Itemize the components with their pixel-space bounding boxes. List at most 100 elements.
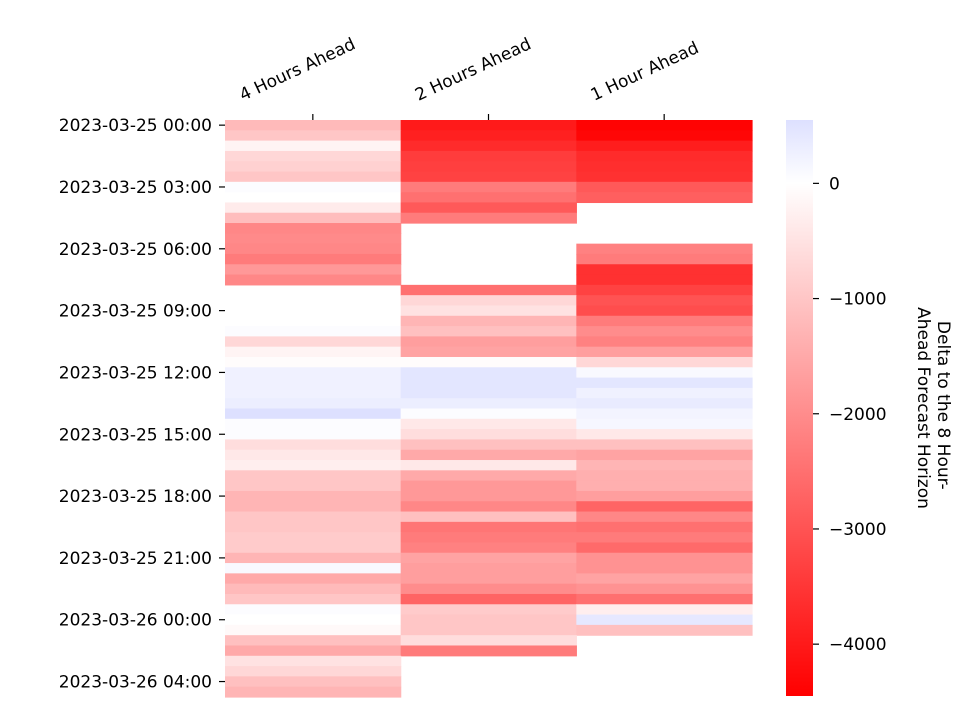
heatmap-cell [400, 181, 577, 193]
heatmap-cell [225, 387, 402, 399]
heatmap-cell [576, 315, 753, 327]
heatmap-cell [225, 460, 402, 471]
heatmap-cell [400, 614, 577, 626]
heatmap-cell [400, 460, 577, 471]
heatmap-cell [576, 140, 753, 152]
heatmap-cell [225, 140, 402, 152]
heatmap-cell [225, 202, 402, 214]
heatmap-cell [576, 624, 753, 636]
row-tick-label: 2023-03-25 18:00 [59, 487, 212, 507]
heatmap-cell [225, 130, 402, 142]
heatmap-cell [225, 223, 402, 234]
row-tick-label: 2023-03-25 21:00 [59, 549, 212, 569]
heatmap-cell [400, 336, 577, 348]
heatmap-cell [576, 243, 753, 255]
colorbar-label: Delta to the 8 Hour- Ahead Forecast Hori… [913, 307, 953, 509]
heatmap-cell [225, 181, 402, 193]
heatmap-cell [576, 120, 753, 131]
heatmap-cell [400, 356, 577, 368]
heatmap-cell [400, 593, 577, 605]
row-tick-label: 2023-03-25 00:00 [59, 116, 212, 136]
heatmap-cell [400, 449, 577, 461]
heatmap-cell [225, 449, 402, 461]
heatmap-cell [225, 150, 402, 162]
row-tick-label: 2023-03-26 04:00 [59, 673, 212, 693]
heatmap-cell [225, 408, 402, 420]
heatmap-cell [576, 552, 753, 564]
heatmap-cell [225, 532, 402, 544]
heatmap-cell [225, 686, 402, 698]
heatmap-cell [400, 305, 577, 317]
heatmap-cell [400, 408, 577, 420]
colorbar: 0 −1000 −2000 −3000 −4000 Delta to the 8 Hou… [786, 120, 953, 696]
heatmap-cell [576, 490, 753, 502]
heatmap-cell [400, 120, 577, 131]
heatmap-cell [576, 253, 753, 265]
heatmap-cell [400, 171, 577, 183]
heatmap-cell [576, 429, 753, 441]
heatmap-cell [225, 418, 402, 430]
heatmap-cell [225, 521, 402, 533]
heatmap-cell [576, 326, 753, 337]
heatmap-cell [400, 439, 577, 451]
heatmap-cell [576, 583, 753, 595]
heatmap-cell [576, 284, 753, 296]
heatmap-cell [225, 552, 402, 564]
heatmap-cell [400, 470, 577, 482]
heatmap-cell [225, 367, 402, 379]
heatmap-cell [225, 161, 402, 173]
heatmap-cell [576, 346, 753, 358]
heatmap-cell [576, 511, 753, 523]
heatmap-cell [225, 253, 402, 265]
colorbar-gradient [786, 120, 813, 696]
heatmap-cell [576, 614, 753, 626]
heatmap-cell [225, 645, 402, 657]
heatmap-cells [225, 120, 753, 698]
row-tick-label: 2023-03-25 09:00 [59, 302, 212, 322]
heatmap-cell [225, 233, 402, 245]
row-tick-label: 2023-03-26 00:00 [59, 611, 212, 631]
heatmap-cell [576, 377, 753, 389]
colorbar-tick-label: −3000 [829, 520, 887, 540]
heatmap-cell [225, 676, 402, 688]
heatmap-cell [225, 274, 402, 286]
heatmap-cell [576, 470, 753, 482]
heatmap-cell [576, 161, 753, 173]
heatmap-cell [576, 367, 753, 379]
column-tick-label: 2 Hours Ahead [412, 34, 534, 105]
heatmap-cell [225, 511, 402, 523]
heatmap-cell [576, 573, 753, 585]
heatmap-cell [225, 171, 402, 183]
heatmap-cell [225, 635, 402, 647]
heatmap-cell [225, 573, 402, 585]
heatmap-cell [225, 593, 402, 605]
heatmap-cell [225, 326, 402, 337]
heatmap-cell [225, 439, 402, 451]
heatmap-cell [225, 212, 402, 224]
heatmap-cell [225, 583, 402, 595]
heatmap-cell [225, 614, 402, 626]
heatmap-cell [576, 460, 753, 471]
heatmap-cell [225, 346, 402, 358]
colorbar-tick-label: −4000 [829, 635, 887, 655]
heatmap-cell [400, 150, 577, 162]
row-axis: 2023-03-25 00:00 2023-03-25 03:00 2023-03-… [59, 116, 225, 693]
column-axis: 4 Hours Ahead 2 Hours Ahead 1 Hour Ahead [236, 34, 702, 120]
heatmap-cell [576, 181, 753, 193]
heatmap-cell [576, 150, 753, 162]
heatmap-cell [400, 645, 577, 657]
heatmap-cell [400, 295, 577, 307]
colorbar-label-line-2: Ahead Forecast Horizon [913, 307, 933, 509]
heatmap-cell [400, 284, 577, 296]
colorbar-label-line-1: Delta to the 8 Hour- [933, 321, 953, 490]
heatmap-cell [225, 480, 402, 492]
column-tick-label: 4 Hours Ahead [236, 34, 358, 105]
heatmap-cell [400, 387, 577, 399]
row-tick-label: 2023-03-25 06:00 [59, 240, 212, 260]
heatmap-cell [400, 563, 577, 574]
heatmap-cell [576, 305, 753, 317]
heatmap-cell [400, 130, 577, 142]
colorbar-ticks: 0 −1000 −2000 −3000 −4000 [813, 174, 887, 655]
heatmap-cell [576, 439, 753, 451]
